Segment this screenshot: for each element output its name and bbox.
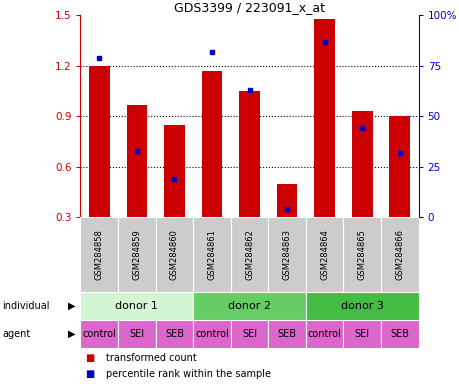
- Text: ■: ■: [85, 353, 94, 364]
- Text: percentile rank within the sample: percentile rank within the sample: [106, 369, 270, 379]
- Text: GSM284858: GSM284858: [95, 229, 104, 280]
- Text: SEI: SEI: [354, 329, 369, 339]
- Bar: [201, 71, 222, 217]
- Text: GSM284862: GSM284862: [245, 229, 253, 280]
- Bar: [155, 320, 193, 348]
- Bar: [89, 66, 109, 217]
- Text: transformed count: transformed count: [106, 353, 196, 364]
- Bar: [118, 217, 155, 292]
- Text: donor 3: donor 3: [340, 301, 383, 311]
- Bar: [305, 320, 343, 348]
- Text: ▶: ▶: [67, 301, 75, 311]
- Bar: [380, 320, 418, 348]
- Bar: [80, 292, 193, 320]
- Bar: [343, 320, 380, 348]
- Bar: [313, 19, 334, 217]
- Bar: [193, 292, 305, 320]
- Text: control: control: [195, 329, 229, 339]
- Bar: [193, 320, 230, 348]
- Text: GSM284865: GSM284865: [357, 229, 366, 280]
- Bar: [239, 91, 259, 217]
- Bar: [380, 217, 418, 292]
- Text: donor 2: donor 2: [228, 301, 270, 311]
- Text: GSM284859: GSM284859: [132, 229, 141, 280]
- Text: SEI: SEI: [241, 329, 257, 339]
- Bar: [193, 217, 230, 292]
- Bar: [230, 217, 268, 292]
- Bar: [268, 217, 305, 292]
- Bar: [126, 104, 147, 217]
- Bar: [118, 320, 155, 348]
- Bar: [343, 217, 380, 292]
- Text: ▶: ▶: [67, 329, 75, 339]
- Text: GSM284860: GSM284860: [169, 229, 179, 280]
- Bar: [155, 217, 193, 292]
- Title: GDS3399 / 223091_x_at: GDS3399 / 223091_x_at: [174, 1, 325, 14]
- Bar: [305, 292, 418, 320]
- Bar: [389, 116, 409, 217]
- Text: GSM284866: GSM284866: [394, 229, 403, 280]
- Bar: [80, 320, 118, 348]
- Text: individual: individual: [2, 301, 50, 311]
- Text: SEI: SEI: [129, 329, 144, 339]
- Text: GSM284863: GSM284863: [282, 229, 291, 280]
- Bar: [276, 184, 297, 217]
- Text: control: control: [307, 329, 341, 339]
- Text: SEB: SEB: [277, 329, 296, 339]
- Bar: [164, 125, 185, 217]
- Text: GSM284864: GSM284864: [319, 229, 329, 280]
- Text: SEB: SEB: [390, 329, 409, 339]
- Text: ■: ■: [85, 369, 94, 379]
- Bar: [351, 111, 372, 217]
- Bar: [268, 320, 305, 348]
- Text: donor 1: donor 1: [115, 301, 158, 311]
- Bar: [80, 217, 118, 292]
- Text: GSM284861: GSM284861: [207, 229, 216, 280]
- Text: control: control: [82, 329, 116, 339]
- Bar: [305, 217, 343, 292]
- Text: SEB: SEB: [165, 329, 184, 339]
- Bar: [230, 320, 268, 348]
- Text: agent: agent: [2, 329, 30, 339]
